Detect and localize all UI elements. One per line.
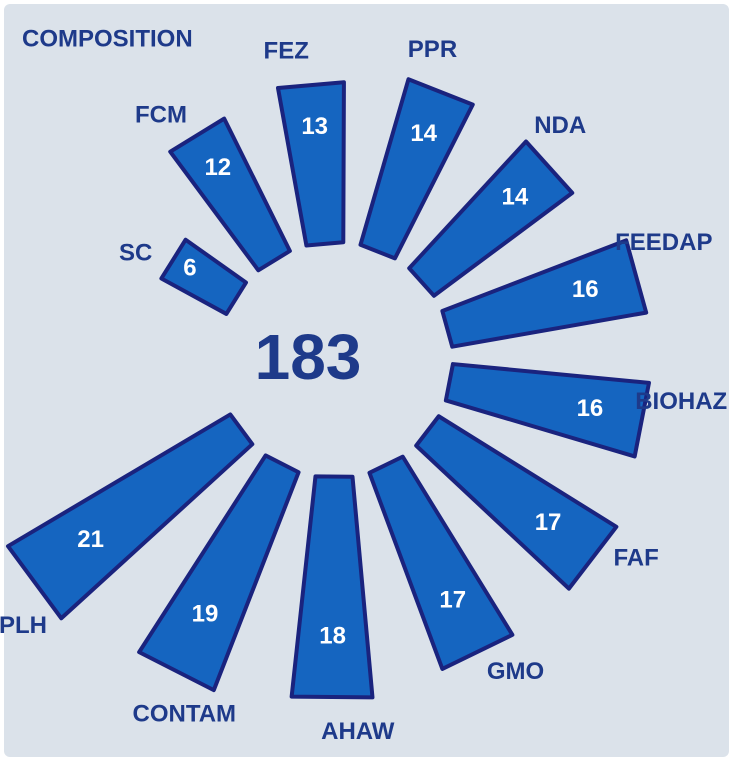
bar — [414, 414, 619, 591]
category-label: PLH — [0, 612, 47, 639]
value-label: 18 — [319, 623, 346, 650]
value-label: 6 — [183, 255, 196, 282]
value-label: 17 — [439, 587, 466, 614]
category-label: GMO — [487, 658, 544, 685]
category-label: AHAW — [321, 718, 395, 745]
chart-title: COMPOSITION — [22, 25, 193, 52]
value-label: 12 — [204, 154, 231, 181]
category-label: CONTAM — [133, 700, 237, 727]
value-label: 14 — [501, 183, 528, 210]
bar — [440, 238, 649, 349]
bar — [168, 116, 292, 273]
category-label: FEEDAP — [615, 229, 712, 256]
value-label: 16 — [572, 276, 599, 303]
value-label: 16 — [577, 395, 604, 422]
category-label: FEZ — [264, 37, 309, 64]
value-label: 19 — [192, 600, 219, 627]
total: 183 — [255, 321, 362, 393]
bar — [159, 237, 248, 316]
category-label: FAF — [613, 545, 658, 572]
category-label: FCM — [135, 101, 187, 128]
category-label: NDA — [534, 112, 586, 139]
value-label: 21 — [77, 526, 104, 553]
bar — [289, 474, 375, 700]
bar — [367, 454, 515, 671]
bar — [358, 77, 475, 261]
value-label: 17 — [535, 509, 562, 536]
category-label: SC — [119, 239, 152, 266]
bar — [443, 362, 651, 459]
category-label: BIOHAZ — [635, 388, 727, 415]
bar — [275, 80, 346, 248]
bar — [6, 412, 255, 621]
category-label: PPR — [408, 36, 457, 63]
bar — [137, 453, 301, 693]
value-label: 13 — [301, 113, 328, 140]
bar — [407, 139, 575, 298]
value-label: 14 — [410, 120, 437, 147]
